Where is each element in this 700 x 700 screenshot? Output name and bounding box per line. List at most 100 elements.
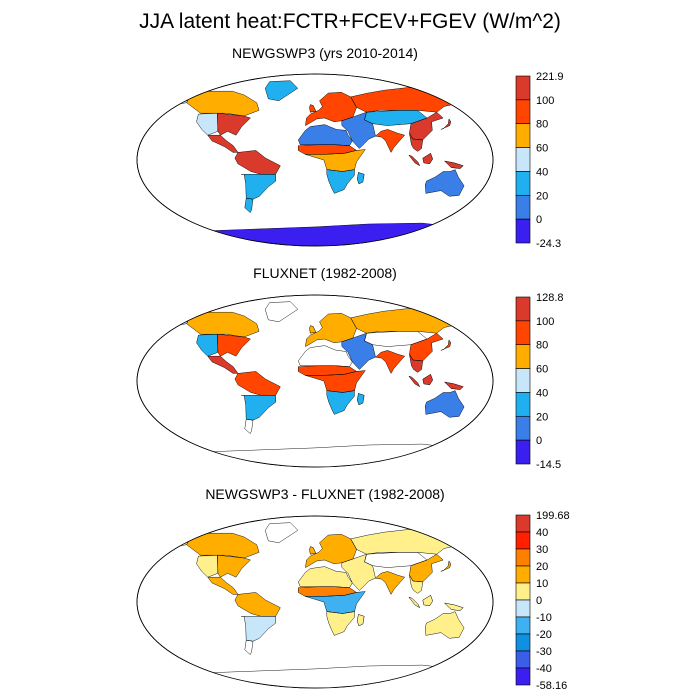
colorbar-label: 60: [536, 143, 548, 155]
colorbar-swatch: [515, 344, 531, 369]
panel-3-title: NEWGSWP3 - FLUXNET (1982-2008): [205, 486, 445, 502]
island-uk: [309, 325, 317, 334]
coastline: [186, 532, 260, 559]
region-southern-south-america: [241, 616, 276, 642]
colorbar-label: -30: [536, 646, 552, 658]
colorbar-label: 20: [536, 190, 548, 202]
region-australia: [425, 390, 465, 418]
region-southern-africa: [326, 169, 355, 194]
island-madagascar: [356, 172, 365, 185]
island-borneo: [422, 373, 433, 386]
colorbar-swatch: [515, 548, 531, 567]
colorbar-label: -58.16: [536, 680, 567, 692]
map-panel-2: [136, 294, 494, 468]
coastline: [374, 571, 406, 595]
region-central-america: [207, 135, 238, 153]
coastline: [241, 616, 277, 642]
region-amazon: [234, 371, 281, 396]
colorbar-swatch: [515, 296, 531, 322]
colorbar-label: 0: [536, 435, 542, 447]
region-europe: [305, 534, 357, 568]
colorbar-label: 100: [536, 316, 554, 328]
region-eastern-north-america: [217, 113, 251, 136]
region-patagonia: [244, 419, 253, 434]
coastline: [244, 197, 254, 213]
region-central-america: [207, 577, 238, 595]
region-patagonia: [244, 198, 253, 213]
region-canada-boreal: [186, 91, 260, 116]
island-sumatra: [408, 154, 421, 167]
coastline: [424, 611, 465, 639]
region-europe: [305, 92, 357, 126]
region-india: [375, 129, 405, 153]
region-eastern-north-america: [217, 555, 251, 578]
region-southern-africa: [326, 611, 355, 636]
island-sumatra: [408, 596, 421, 609]
colorbar-swatch: [515, 75, 531, 101]
coastline: [409, 575, 424, 594]
colorbar-swatch: [515, 147, 531, 172]
colorbar-swatch: [515, 415, 531, 441]
map-panel-1: [136, 73, 494, 247]
coastline: [264, 80, 299, 102]
coastline: [217, 554, 251, 578]
colorbar-label: 40: [536, 166, 548, 178]
region-greenland: [265, 80, 298, 101]
colorbar-label: 80: [536, 340, 548, 352]
colorbar-swatch: [515, 667, 531, 686]
coastline: [326, 390, 355, 415]
colorbar-label: 221.9: [536, 71, 564, 83]
colorbar-label: 10: [536, 578, 548, 590]
coastline: [305, 312, 357, 348]
region-sahel: [298, 365, 357, 376]
island-madagascar: [356, 614, 365, 627]
colorbar-swatch: [515, 650, 531, 669]
map-border: [136, 73, 494, 247]
colorbar-label: 199.68: [536, 510, 570, 522]
colorbar-label: 30: [536, 544, 548, 556]
region-sahel: [298, 586, 357, 597]
region-central-asia: [364, 110, 427, 126]
colorbar-swatch: [515, 439, 531, 465]
coastline: [341, 332, 376, 370]
coastline: [305, 533, 357, 569]
region-central-africa: [305, 370, 366, 393]
region-australia: [425, 611, 465, 639]
map-panel-3: [136, 515, 494, 689]
coastline: [305, 91, 357, 127]
coastline: [162, 664, 473, 688]
colorbar-label: -40: [536, 663, 552, 675]
colorbar-swatch: [515, 320, 531, 346]
region-east-china: [409, 554, 444, 582]
colorbar-swatch: [515, 171, 531, 196]
coastline: [374, 350, 406, 374]
coastline: [241, 174, 277, 200]
colorbar-1: 221.9 100 80 60 40 20 0 -24.3: [515, 71, 564, 250]
colorbar-label: 40: [536, 527, 548, 539]
figure-title: JJA latent heat:FCTR+FCEV+FGEV (W/m^2): [139, 10, 561, 33]
island-japan: [440, 339, 452, 351]
colorbar-label: 20: [536, 411, 548, 423]
colorbar-label: 0: [536, 595, 542, 607]
island-new-guinea: [443, 381, 464, 390]
island-uk: [309, 104, 317, 113]
colorbar-3: 199.68 40 30 20 10 0 -10 -20 -30 -40 -58.16: [515, 510, 570, 692]
coastline: [341, 553, 376, 591]
region-canada-boreal: [186, 533, 260, 558]
island-borneo: [422, 594, 433, 607]
coastline: [326, 611, 355, 636]
colorbar-swatch: [515, 599, 531, 618]
colorbar-swatch: [515, 582, 531, 601]
colorbar-label: -20: [536, 629, 552, 641]
colorbar-label: 40: [536, 387, 548, 399]
region-central-asia: [364, 552, 427, 568]
island-borneo: [422, 152, 433, 165]
coastline: [305, 149, 366, 172]
colorbar-2: 128.8 100 80 60 40 20 0 -14.5: [515, 292, 564, 471]
region-amazon: [234, 150, 281, 175]
coastline: [162, 222, 473, 246]
region-southern-africa: [326, 390, 355, 415]
colorbar-swatch: [515, 99, 531, 125]
region-eastern-north-america: [217, 334, 251, 357]
coastline: [305, 591, 366, 614]
